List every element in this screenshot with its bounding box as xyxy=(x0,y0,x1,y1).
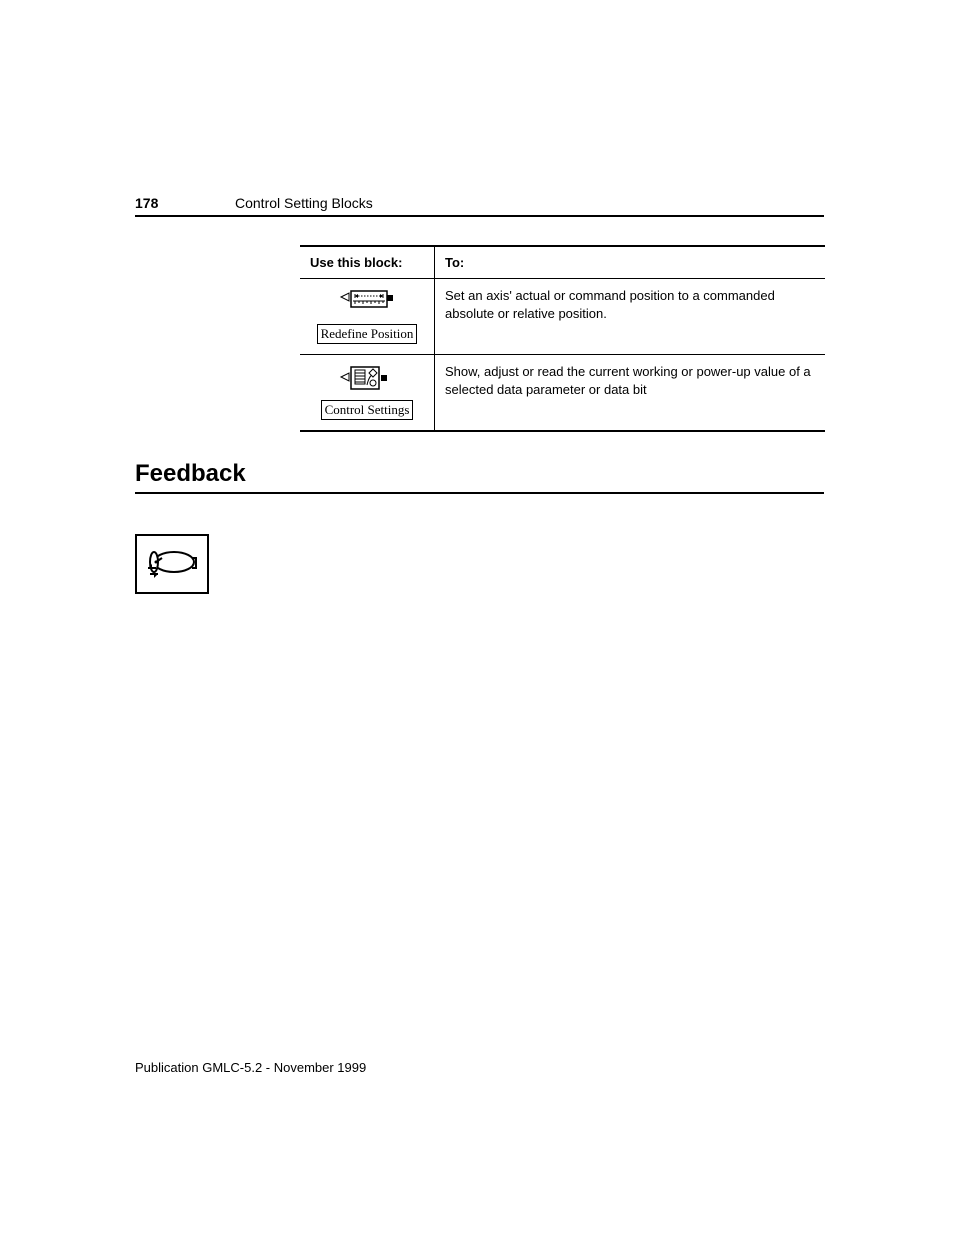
page-header: 178 Control Setting Blocks xyxy=(135,195,824,217)
section-heading-feedback: Feedback xyxy=(135,460,824,494)
page-number: 178 xyxy=(135,195,235,211)
table-cell-block: Control Settings xyxy=(300,355,435,430)
table-header-row: Use this block: To: xyxy=(300,247,825,279)
table-header-col2: To: xyxy=(435,247,825,278)
block-table: Use this block: To: xyxy=(300,245,825,432)
chapter-title: Control Setting Blocks xyxy=(235,195,373,211)
redefine-position-icon: Redefine Position xyxy=(306,287,428,344)
block-label: Redefine Position xyxy=(317,324,418,344)
block-label: Control Settings xyxy=(321,400,414,420)
table-cell-description: Show, adjust or read the current working… xyxy=(435,355,825,430)
table-row: Control Settings Show, adjust or read th… xyxy=(300,355,825,430)
table-header-col1: Use this block: xyxy=(300,247,435,278)
table-cell-block: Redefine Position xyxy=(300,279,435,354)
publication-footer: Publication GMLC-5.2 - November 1999 xyxy=(135,1060,366,1075)
feedback-icon xyxy=(135,534,209,594)
control-settings-icon: Control Settings xyxy=(306,363,428,420)
table-row: Redefine Position Set an axis' actual or… xyxy=(300,279,825,355)
table-cell-description: Set an axis' actual or command position … xyxy=(435,279,825,354)
